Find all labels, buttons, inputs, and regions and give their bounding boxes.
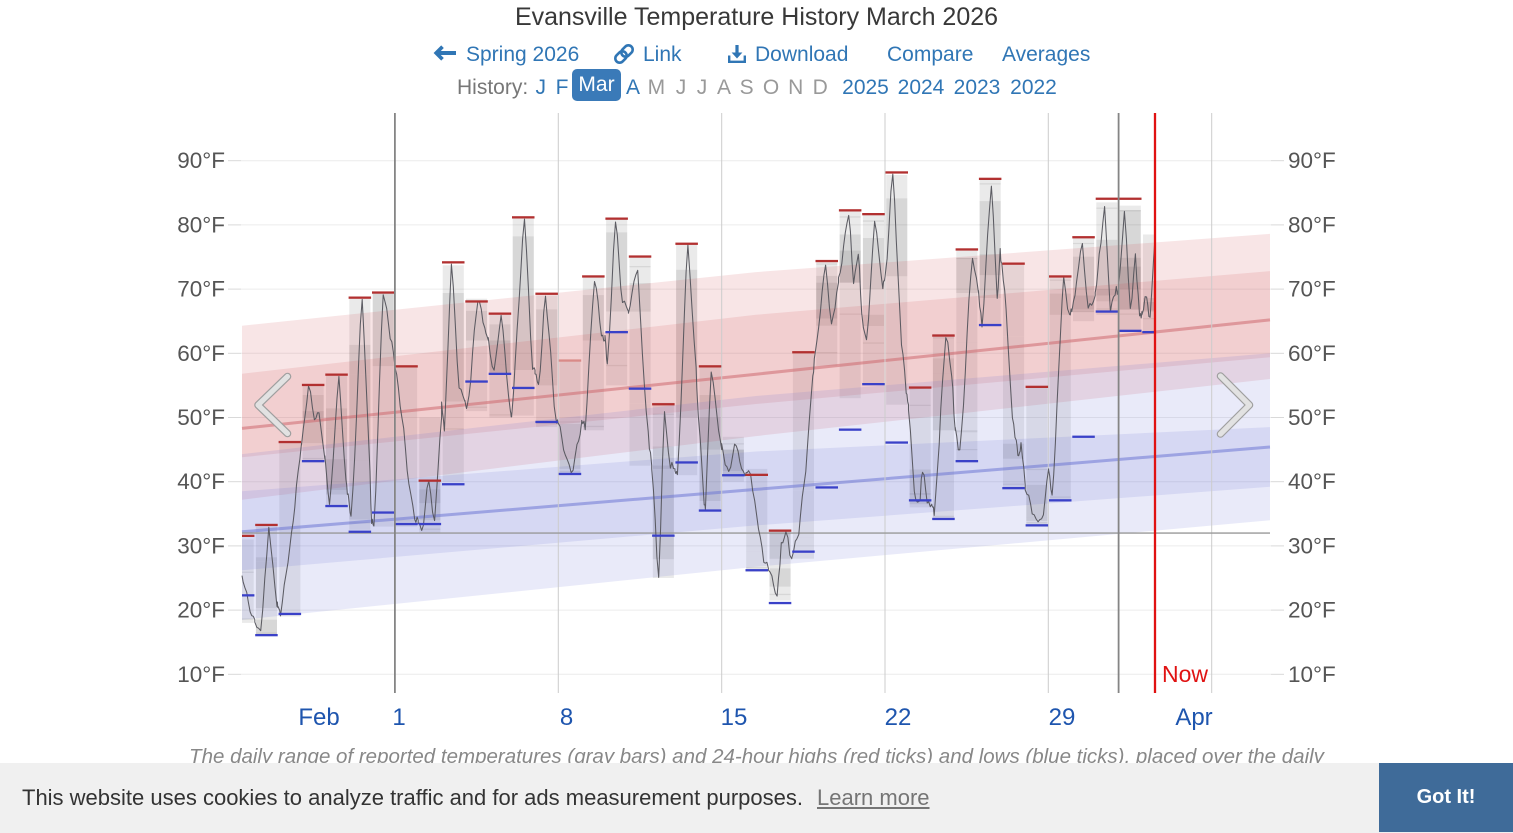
svg-text:10°F: 10°F <box>177 662 225 687</box>
svg-text:90°F: 90°F <box>1288 148 1336 173</box>
svg-text:80°F: 80°F <box>1288 212 1336 237</box>
svg-text:60°F: 60°F <box>1288 341 1336 366</box>
svg-text:20°F: 20°F <box>177 598 225 623</box>
svg-text:Feb: Feb <box>298 704 339 731</box>
svg-text:70°F: 70°F <box>1288 277 1336 302</box>
svg-text:30°F: 30°F <box>1288 533 1336 558</box>
svg-text:80°F: 80°F <box>177 212 225 237</box>
svg-text:15: 15 <box>721 704 748 731</box>
svg-text:90°F: 90°F <box>177 148 225 173</box>
svg-text:50°F: 50°F <box>1288 405 1336 430</box>
svg-text:10°F: 10°F <box>1288 662 1336 687</box>
svg-text:30°F: 30°F <box>177 533 225 558</box>
svg-text:40°F: 40°F <box>177 469 225 494</box>
svg-text:40°F: 40°F <box>1288 469 1336 494</box>
svg-text:70°F: 70°F <box>177 277 225 302</box>
svg-text:20°F: 20°F <box>1288 598 1336 623</box>
svg-text:Now: Now <box>1162 661 1208 687</box>
svg-text:1: 1 <box>392 704 405 731</box>
svg-text:8: 8 <box>560 704 573 731</box>
svg-text:60°F: 60°F <box>177 341 225 366</box>
svg-text:50°F: 50°F <box>177 405 225 430</box>
svg-text:29: 29 <box>1049 704 1076 731</box>
svg-text:22: 22 <box>885 704 912 731</box>
svg-text:Apr: Apr <box>1175 704 1212 731</box>
